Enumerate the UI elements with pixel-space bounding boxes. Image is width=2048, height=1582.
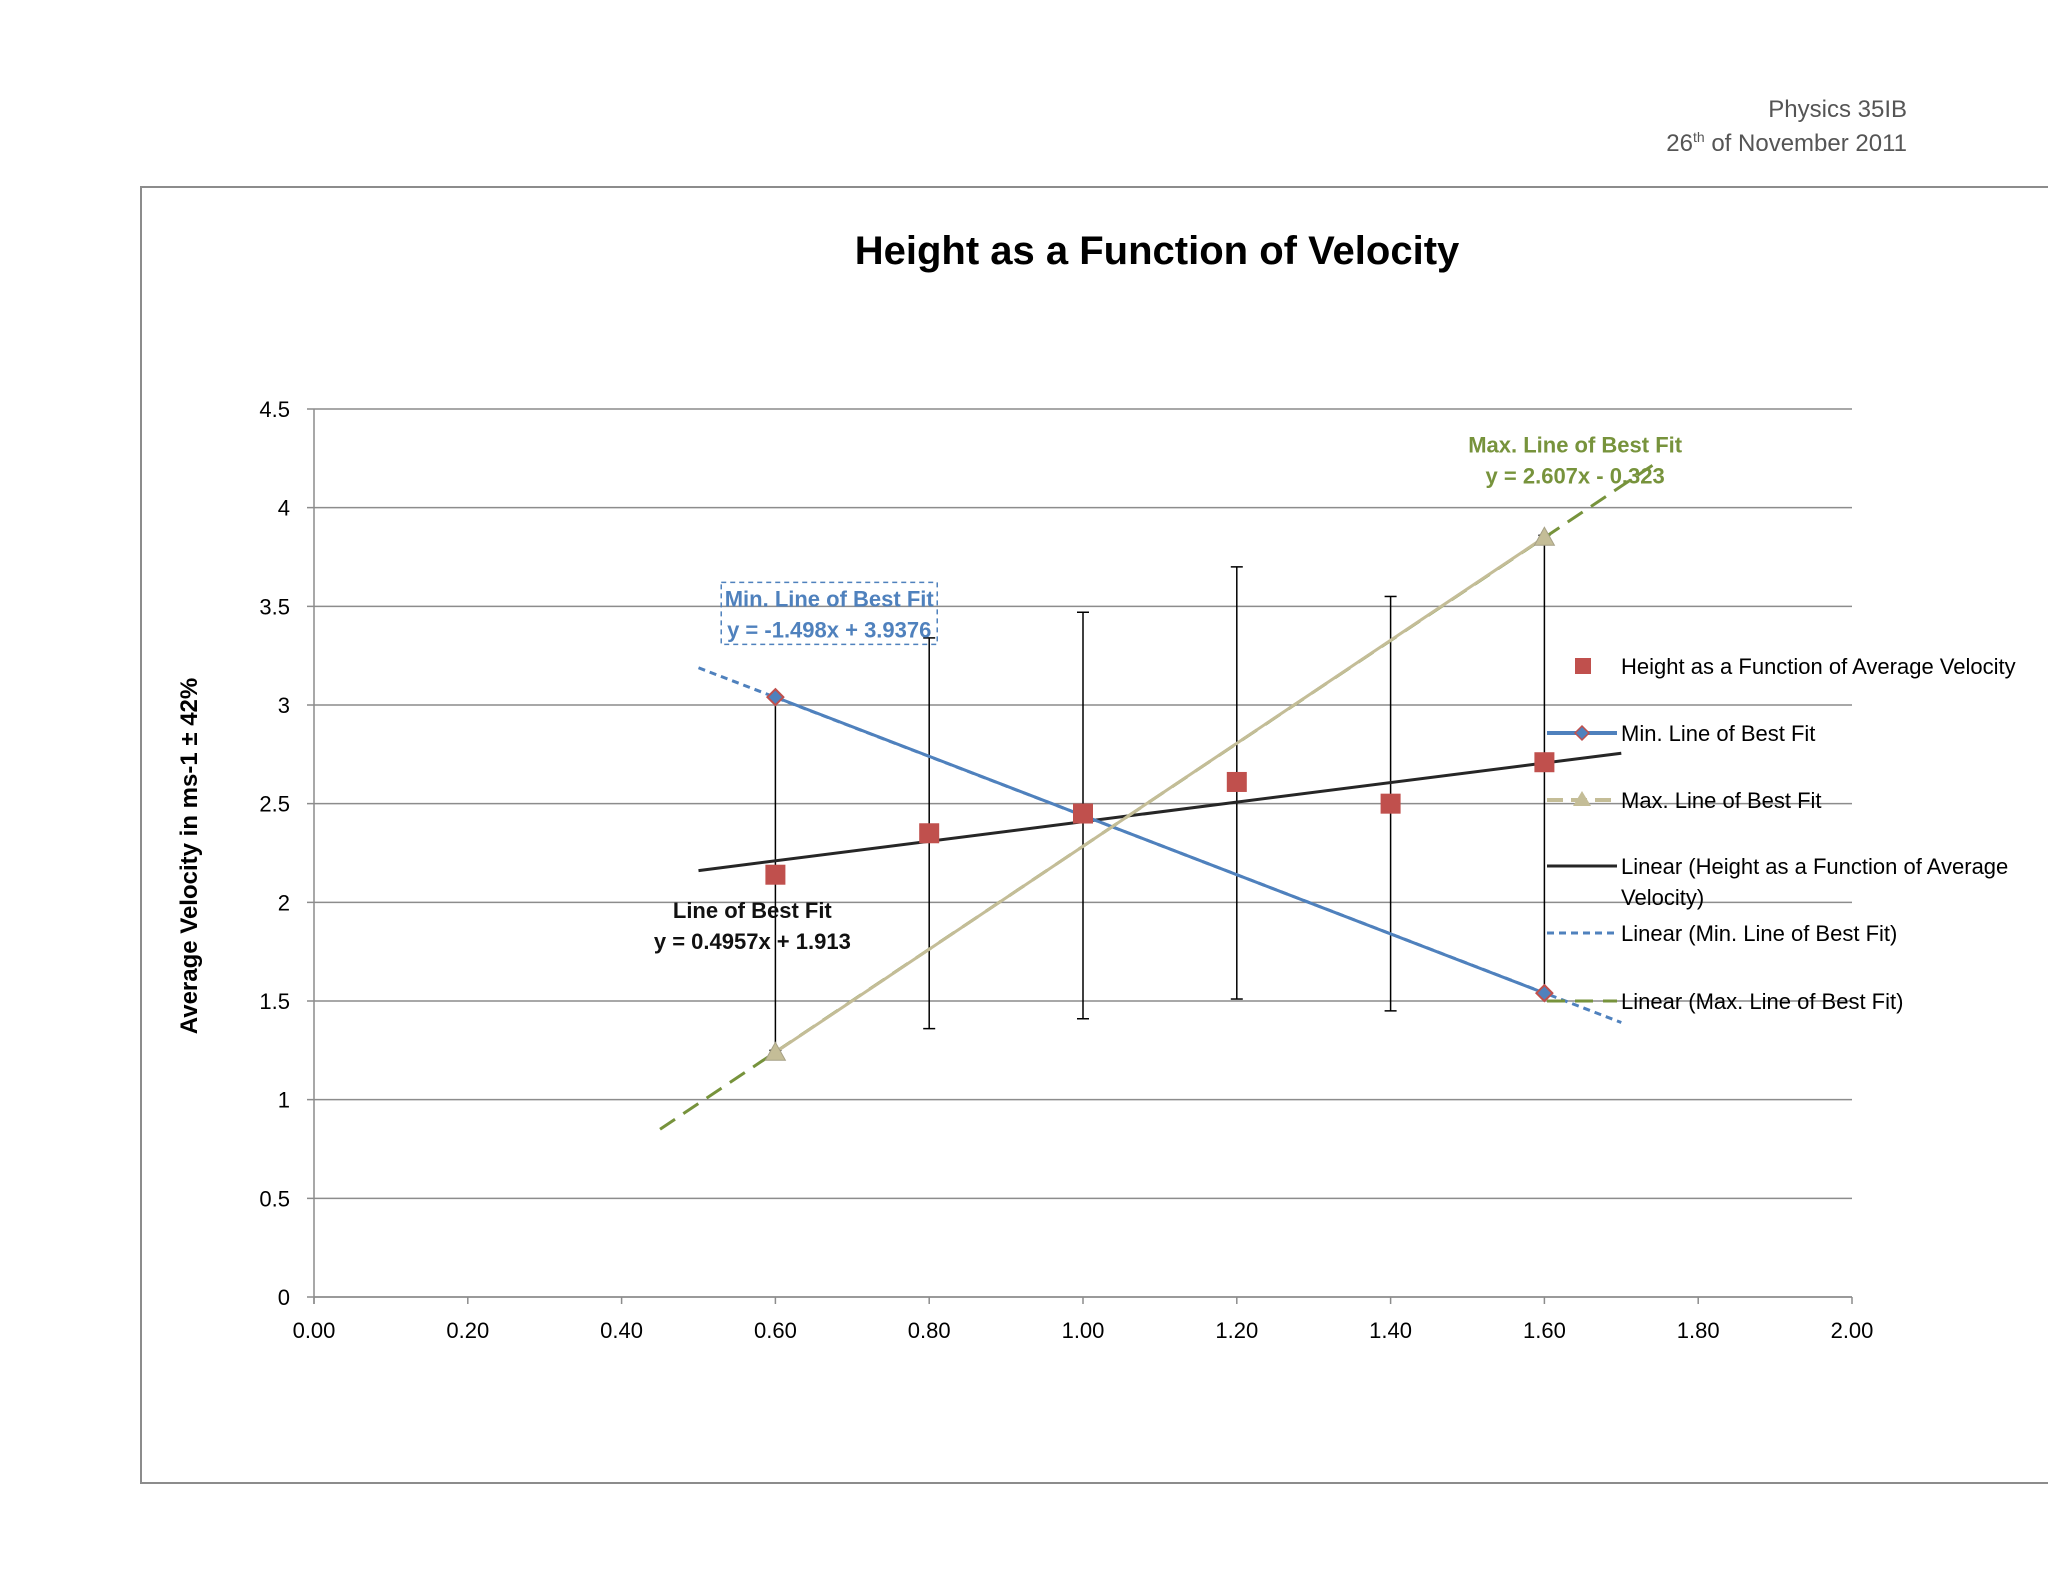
trendline-label: y = 0.4957x + 1.913 (654, 929, 851, 954)
y-tick-label: 4 (278, 496, 290, 521)
legend-label: Min. Line of Best Fit (1621, 721, 1815, 746)
x-tick-label: 2.00 (1831, 1318, 1874, 1343)
chart-legend: Height as a Function of Average Velocity… (1547, 654, 2016, 1014)
data-point-diamond (1534, 983, 1554, 1003)
y-tick-label: 1 (278, 1088, 290, 1113)
x-tick-label: 0.20 (446, 1318, 489, 1343)
x-tick-label: 1.40 (1369, 1318, 1412, 1343)
chart-title: Height as a Function of Velocity (855, 229, 1460, 273)
y-tick-label: 0.5 (259, 1186, 290, 1211)
legend-label: Linear (Max. Line of Best Fit) (1621, 989, 1903, 1014)
annotations: Min. Line of Best Fit y = -1.498x + 3.937… (654, 432, 1683, 954)
legend-label: Velocity) (1621, 885, 1704, 910)
y-tick-label: 2.5 (259, 792, 290, 817)
date-rest: of November 2011 (1704, 130, 1907, 157)
document-header: Physics 35IB 26th of November 2011 (1666, 93, 1907, 161)
y-tick-label: 1.5 (259, 989, 290, 1014)
series-lines (659, 459, 1661, 1131)
date-label: 26th of November 2011 (1666, 127, 1907, 161)
trendline-label: Max. Line of Best Fit (1468, 432, 1683, 457)
trendline-label: Min. Line of Best Fit (725, 586, 935, 611)
y-tick-label: 4.5 (259, 397, 290, 422)
x-tick-label: 0.00 (293, 1318, 336, 1343)
data-markers (764, 526, 1556, 1061)
trendline-label: y = 2.607x - 0.323 (1486, 463, 1665, 488)
date-suffix: th (1692, 129, 1705, 145)
data-point-diamond (765, 687, 785, 707)
data-point-square (1380, 793, 1401, 814)
y-tick-label: 3.5 (259, 594, 290, 619)
gridlines (307, 408, 1852, 1298)
legend-symbol-triangle (1573, 791, 1591, 806)
legend-symbol-square (1575, 658, 1591, 674)
x-tick-label: 0.80 (908, 1318, 951, 1343)
legend-label: Max. Line of Best Fit (1621, 788, 1822, 813)
axes: 0 0.5 1 1.5 2 2.5 3 3.5 4 4.5 0.00 0.20 0.40 0.60 0.80… (259, 397, 1873, 1343)
annotation-box (720, 581, 938, 646)
x-tick-label: 1.20 (1215, 1318, 1258, 1343)
chart-frame: Height as a Function of Velocity Average… (140, 186, 2048, 1484)
series-line (774, 536, 1546, 1054)
legend-label: Linear (Height as a Function of Average (1621, 854, 2008, 879)
data-point-triangle (764, 1041, 787, 1061)
y-tick-label: 2 (278, 890, 290, 915)
legend-label: Height as a Function of Average Velocity (1621, 654, 2016, 679)
legend-symbol-diamond (1573, 724, 1591, 742)
x-tick-label: 1.00 (1062, 1318, 1105, 1343)
trendline-label: Line of Best Fit (673, 898, 833, 923)
x-tick-label: 1.60 (1523, 1318, 1566, 1343)
data-point-square (1534, 752, 1555, 773)
x-tick-label: 1.80 (1677, 1318, 1720, 1343)
y-tick-label: 0 (278, 1285, 290, 1310)
chart-svg: Height as a Function of Velocity Average… (176, 229, 2016, 1343)
course-label: Physics 35IB (1768, 96, 1907, 123)
y-axis-title: Average Velocity in ms-1 ± 42% (176, 678, 203, 1034)
x-tick-label: 0.60 (754, 1318, 797, 1343)
legend-label: Linear (Min. Line of Best Fit) (1621, 921, 1897, 946)
date-day: 26 (1666, 130, 1693, 157)
y-tick-label: 3 (278, 693, 290, 718)
data-point-square (1226, 771, 1247, 792)
x-tick-label: 0.40 (600, 1318, 643, 1343)
data-point-square (1073, 803, 1093, 824)
data-point-triangle (1533, 526, 1556, 546)
trendline-label: y = -1.498x + 3.9376 (727, 617, 931, 642)
data-point-square (919, 823, 940, 844)
series-line (774, 695, 1545, 995)
trendline (698, 751, 1622, 873)
data-point-square (765, 864, 786, 885)
